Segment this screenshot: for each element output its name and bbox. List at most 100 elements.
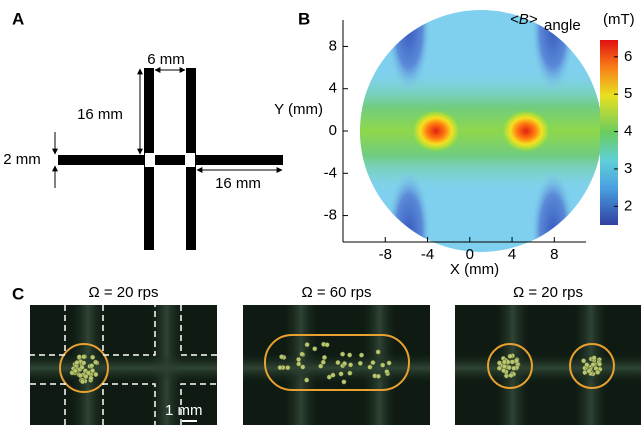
panel-label: A bbox=[12, 9, 24, 28]
colorbar-subscript: angle bbox=[544, 17, 581, 34]
particle bbox=[338, 371, 344, 377]
colorbar-tick-label: 4 bbox=[624, 123, 632, 140]
particle bbox=[85, 370, 91, 376]
particle bbox=[348, 362, 354, 368]
particle bbox=[496, 365, 502, 371]
trap-outline bbox=[264, 334, 410, 391]
particle bbox=[279, 354, 285, 360]
particle bbox=[582, 370, 588, 376]
particle bbox=[300, 364, 306, 370]
particle bbox=[304, 342, 310, 348]
scale-bar-label: 1 mm bbox=[165, 402, 203, 419]
particle bbox=[506, 365, 512, 371]
particle bbox=[375, 349, 381, 355]
particle bbox=[347, 370, 353, 376]
particle bbox=[513, 358, 520, 364]
particle bbox=[90, 368, 96, 374]
particle bbox=[81, 360, 87, 366]
particle bbox=[299, 351, 305, 357]
dimension-label: 6 mm bbox=[147, 51, 185, 68]
particle bbox=[342, 361, 348, 367]
y-tick-label: -8 bbox=[324, 207, 337, 224]
particle bbox=[321, 354, 328, 361]
panel-b: B -8 -4 0 4 8 -8 -4 0 4 8 X (mm) Y (mm) 2 3 4 5 6 <B> angl… bbox=[274, 9, 635, 278]
x-tick-label: 4 bbox=[508, 246, 516, 263]
particle bbox=[384, 369, 390, 375]
particle bbox=[501, 367, 507, 374]
particle bbox=[330, 372, 336, 378]
particle bbox=[597, 361, 603, 367]
particle bbox=[496, 360, 503, 366]
particle bbox=[590, 362, 596, 368]
particle bbox=[74, 360, 80, 366]
x-tick-label: -8 bbox=[379, 246, 392, 263]
y-tick-label: 0 bbox=[329, 122, 337, 139]
gap bbox=[185, 153, 195, 167]
particle bbox=[501, 359, 507, 365]
particle bbox=[509, 359, 515, 365]
colorbar-symbol: <B> bbox=[510, 11, 538, 28]
colorbar-unit: (mT) bbox=[603, 11, 635, 28]
particle bbox=[347, 352, 353, 358]
particle bbox=[507, 353, 513, 359]
y-tick-label: -4 bbox=[324, 164, 337, 181]
particle bbox=[584, 362, 590, 368]
dimension-label: 16 mm bbox=[215, 175, 261, 192]
panel-title: Ω = 20 rps bbox=[89, 284, 159, 301]
particle bbox=[320, 359, 326, 365]
particle bbox=[591, 355, 597, 361]
particle bbox=[89, 363, 95, 369]
panel-label: C bbox=[12, 284, 24, 303]
track bbox=[243, 353, 430, 383]
dimension-label: 16 mm bbox=[77, 106, 123, 123]
particle bbox=[90, 354, 96, 360]
x-tick-label: 8 bbox=[550, 246, 558, 263]
particle bbox=[76, 354, 82, 360]
particle bbox=[77, 372, 83, 379]
particle bbox=[277, 365, 283, 371]
trap-outline bbox=[569, 343, 615, 389]
particle bbox=[83, 374, 89, 380]
x-tick-label: 0 bbox=[466, 246, 474, 263]
panel-label: B bbox=[298, 9, 310, 28]
particle bbox=[88, 375, 94, 381]
particle bbox=[386, 360, 392, 366]
particle bbox=[312, 346, 318, 352]
particle bbox=[511, 365, 517, 371]
particle bbox=[285, 365, 291, 371]
colorbar-tick-label: 5 bbox=[624, 85, 632, 102]
particle bbox=[357, 360, 363, 366]
panel-c: C Ω = 20 rps Ω = 60 rps Ω = 20 rps 1 mm bbox=[12, 284, 641, 425]
x-axis-label: X (mm) bbox=[450, 261, 499, 278]
y-axis-label: Y (mm) bbox=[274, 101, 323, 118]
dimension-label: 2 mm bbox=[3, 151, 41, 168]
particle bbox=[340, 351, 346, 357]
particle bbox=[296, 356, 302, 363]
colorbar-tick-label: 2 bbox=[624, 197, 632, 214]
particle bbox=[370, 360, 376, 366]
gap bbox=[145, 153, 155, 167]
particle bbox=[375, 373, 381, 379]
panel-title: Ω = 60 rps bbox=[302, 284, 372, 301]
particle bbox=[296, 361, 302, 367]
particle bbox=[80, 379, 86, 385]
particle bbox=[380, 362, 386, 368]
particle bbox=[318, 363, 324, 369]
panel-title: Ω = 20 rps bbox=[513, 284, 583, 301]
panel-a: A 6 mm 16 mm 2 mm 16 mm bbox=[3, 9, 283, 250]
particle bbox=[324, 342, 330, 348]
particle bbox=[93, 359, 99, 365]
particle bbox=[586, 368, 592, 374]
particle bbox=[358, 352, 365, 358]
colorbar bbox=[600, 40, 618, 225]
wire bbox=[58, 155, 283, 165]
particle bbox=[367, 364, 373, 370]
colorbar-tick-label: 6 bbox=[624, 48, 632, 65]
particle bbox=[93, 371, 99, 378]
particle bbox=[508, 372, 514, 378]
guide bbox=[30, 305, 217, 425]
trap-outline bbox=[59, 343, 109, 393]
x-tick-label: -4 bbox=[421, 246, 434, 263]
particle bbox=[335, 360, 341, 366]
